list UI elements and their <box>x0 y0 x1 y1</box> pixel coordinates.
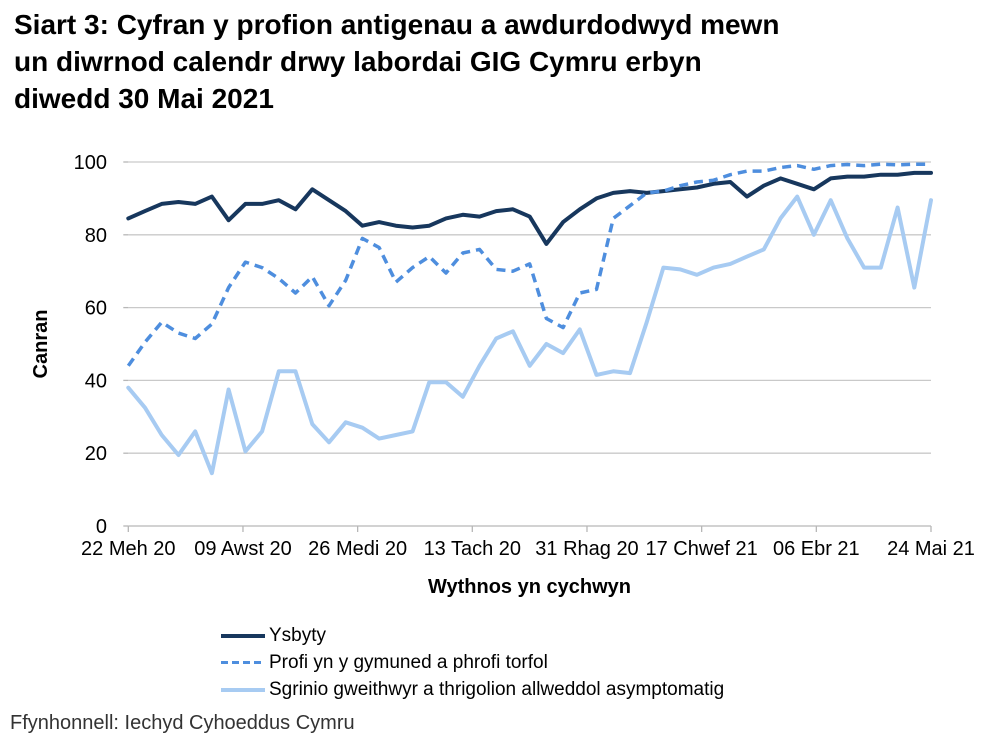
chart-title-line-3: diwedd 30 Mai 2021 <box>14 83 274 114</box>
x-tick-label: 24 Mai 21 <box>887 538 975 560</box>
x-tick-label: 26 Medi 20 <box>308 538 407 560</box>
x-tick-label: 31 Rhag 20 <box>535 538 638 560</box>
source-note: Ffynhonnell: Iechyd Cyhoeddus Cymru <box>10 712 355 734</box>
series-line-1 <box>126 162 931 367</box>
y-tick-label: 20 <box>85 443 107 465</box>
x-tick-label: 06 Ebr 21 <box>773 538 860 560</box>
legend-item-sgrinio: Sgrinio gweithwyr a thrigolion allweddol… <box>221 676 724 703</box>
legend: Ysbyty Profi yn y gymuned a phrofi torfo… <box>221 622 724 703</box>
y-tick-label: 100 <box>74 152 107 174</box>
y-tick-label: 80 <box>85 225 107 247</box>
series-line-0 <box>126 170 933 246</box>
series-line-2 <box>126 194 933 476</box>
legend-label: Sgrinio gweithwyr a thrigolion allweddol… <box>269 678 725 700</box>
chart-title: Siart 3: Cyfran y profion antigenau a aw… <box>14 6 974 117</box>
legend-swatch-solid-navy-icon <box>221 633 265 638</box>
x-tick-label: 09 Awst 20 <box>194 538 291 560</box>
legend-item-profi: Profi yn y gymuned a phrofi torfol <box>221 649 724 676</box>
legend-label: Profi yn y gymuned a phrofi torfol <box>269 651 548 673</box>
y-tick-label: 40 <box>85 370 107 392</box>
y-tick-label: 0 <box>96 516 107 538</box>
chart-title-line-2: un diwrnod calendr drwy labordai GIG Cym… <box>14 46 702 77</box>
chart-title-line-1: Siart 3: Cyfran y profion antigenau a aw… <box>14 9 780 40</box>
legend-swatch-dashed-blue-icon <box>221 660 265 665</box>
x-tick-label: 13 Tach 20 <box>424 538 522 560</box>
legend-item-ysbyty: Ysbyty <box>221 622 724 649</box>
x-axis-title: Wythnos yn cychwyn <box>427 576 631 598</box>
x-tick-label: 17 Chwef 21 <box>646 538 758 560</box>
y-tick-label: 60 <box>85 298 107 320</box>
x-tick-label: 22 Meh 20 <box>81 538 176 560</box>
legend-swatch-solid-lightblue-icon <box>221 687 265 692</box>
legend-label: Ysbyty <box>269 624 327 646</box>
